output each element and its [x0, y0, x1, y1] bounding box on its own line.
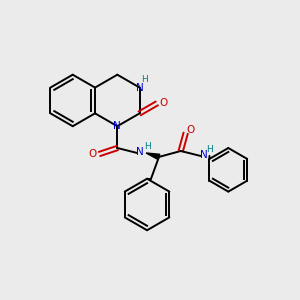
Text: N: N — [136, 147, 144, 157]
Text: H: H — [144, 142, 150, 151]
Text: H: H — [141, 75, 148, 84]
Text: N: N — [113, 121, 121, 131]
Text: O: O — [160, 98, 168, 108]
Text: O: O — [88, 149, 97, 159]
Text: O: O — [187, 125, 195, 135]
Text: N: N — [136, 82, 143, 93]
Polygon shape — [146, 153, 160, 160]
Text: N: N — [200, 150, 207, 160]
Text: H: H — [206, 145, 213, 154]
